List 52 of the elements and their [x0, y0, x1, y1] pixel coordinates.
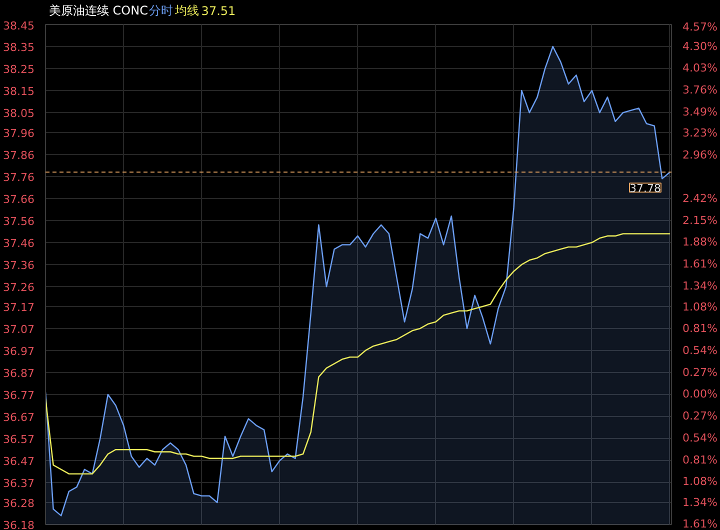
y-tick-label: 36.57 — [3, 433, 35, 446]
y-tick-label: 38.45 — [3, 20, 35, 32]
y2-tick-label: 2.96% — [682, 148, 718, 162]
y-tick-label: 36.47 — [3, 455, 35, 468]
y2-tick-label: 0.54% — [682, 431, 718, 444]
y2-tick-label: 3.76% — [682, 84, 718, 97]
y-tick-label: 37.46 — [3, 237, 35, 250]
y-tick-label: 36.67 — [3, 411, 35, 424]
y-tick-label: 36.77 — [3, 389, 35, 402]
y2-tick-label: 3.23% — [682, 126, 718, 140]
y2-tick-label: 0.54% — [682, 344, 718, 358]
y-tick-label: 38.25 — [3, 63, 35, 76]
y-tick-label: 37.96 — [3, 126, 35, 140]
y2-tick-label: 0.27% — [682, 366, 718, 379]
y2-tick-label: 0.27% — [682, 410, 718, 423]
y2-tick-label: 3.49% — [682, 105, 718, 118]
y2-tick-label: 0.81% — [682, 453, 718, 466]
y2-tick-label: 1.61% — [682, 518, 718, 530]
y-tick-label: 37.07 — [3, 322, 35, 336]
y-tick-label: 38.35 — [3, 41, 35, 54]
y2-tick-label: 1.34% — [682, 279, 718, 292]
y2-tick-label: 0.81% — [682, 322, 718, 336]
y-tick-label: 36.18 — [3, 519, 35, 530]
y2-tick-label: 2.15% — [682, 214, 718, 227]
y-tick-label: 37.17 — [3, 300, 35, 314]
y2-tick-label: 1.08% — [682, 300, 718, 314]
y-tick-label: 36.97 — [3, 344, 35, 358]
text: 均线 — [174, 4, 200, 18]
text: 37.51 — [201, 4, 236, 18]
y-tick-label: 36.37 — [3, 477, 35, 490]
y-tick-label: 37.56 — [3, 215, 35, 228]
y-tick-label: 37.36 — [3, 259, 35, 272]
y2-tick-label: 0.00% — [682, 388, 718, 401]
y-tick-label: 38.15 — [3, 85, 35, 98]
y-tick-label: 36.28 — [3, 496, 35, 510]
y-tick-label: 38.05 — [3, 107, 35, 120]
y2-tick-label: 1.08% — [682, 475, 718, 488]
y-tick-label: 37.26 — [3, 281, 35, 294]
y-tick-label: 36.87 — [3, 367, 35, 380]
line-series — [46, 233, 671, 474]
y-tick-label: 37.66 — [3, 193, 35, 206]
chart-title: 美原油连续 CONC — [48, 4, 148, 18]
y2-tick-label: 4.57% — [682, 20, 718, 34]
y2-tick-label: 1.34% — [682, 496, 718, 510]
y-tick-label: 37.86 — [3, 148, 35, 162]
y-tick-label: 37.76 — [3, 170, 35, 184]
y2-tick-label: 4.30% — [682, 40, 718, 53]
text: 分时 — [149, 4, 174, 18]
y2-tick-label: 1.88% — [682, 236, 718, 249]
y2-tick-label: 4.03% — [682, 62, 718, 75]
y2-tick-label: 2.42% — [682, 192, 718, 205]
y2-tick-label: 1.61% — [682, 257, 718, 270]
